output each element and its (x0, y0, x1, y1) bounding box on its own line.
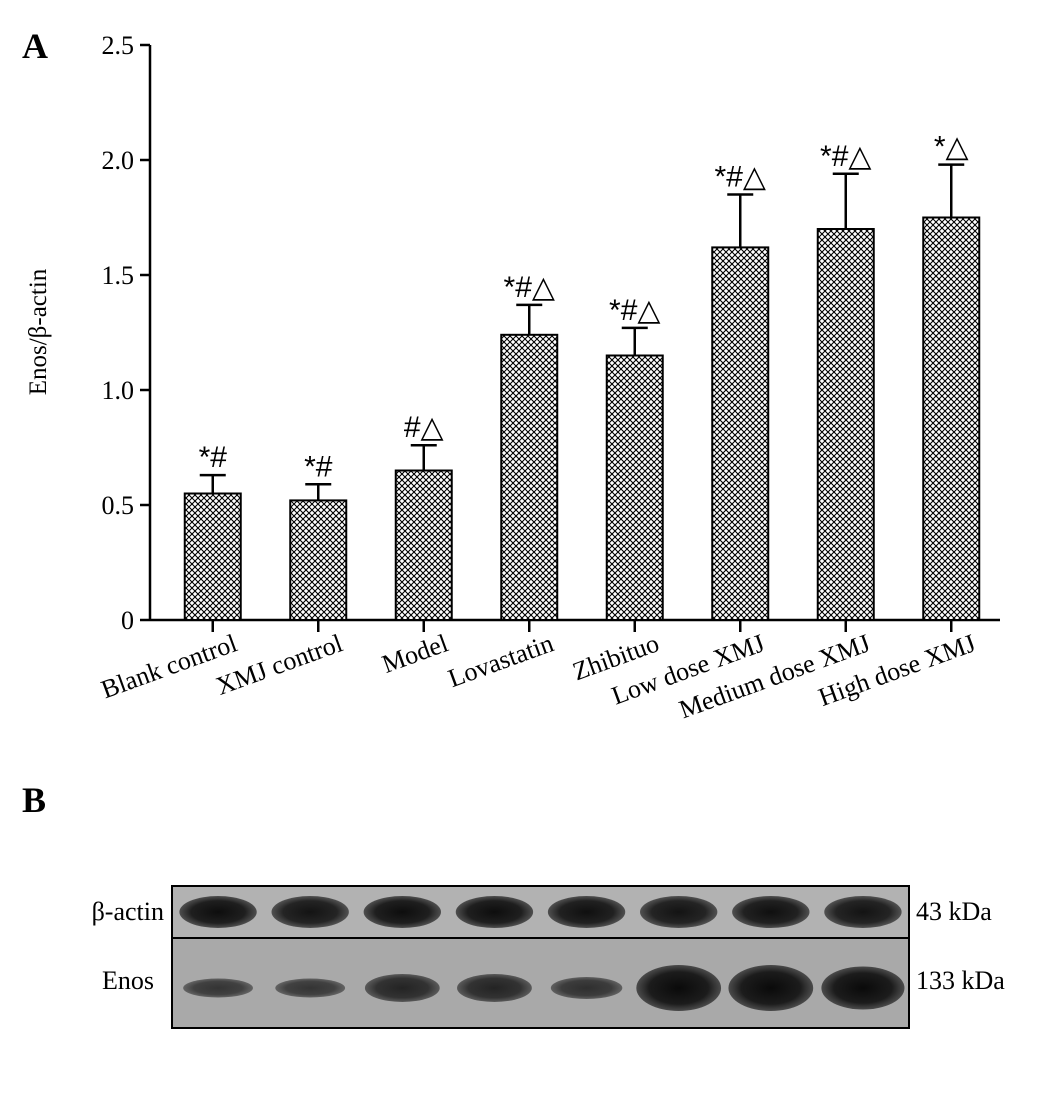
blot-band (547, 896, 626, 928)
x-tick-label: Lovastatin (444, 628, 557, 693)
y-ticks: 0 0.5 1.0 1.5 2.0 2.5 (102, 31, 150, 635)
blot-band (821, 966, 905, 1010)
y-tick-label: 2.0 (102, 146, 135, 175)
y-tick-label: 1.0 (102, 376, 135, 405)
panel-b-label: B (22, 780, 46, 820)
blot-band (636, 965, 722, 1011)
bar (711, 246, 770, 621)
blot-band (275, 978, 346, 998)
y-tick-label: 2.5 (102, 31, 135, 60)
blot-band (457, 974, 532, 1002)
y-tick-label: 1.5 (102, 261, 135, 290)
bar (500, 333, 559, 621)
blot-band (824, 896, 902, 928)
blot-band (455, 896, 534, 928)
blot-label-actin: β-actin (92, 897, 164, 926)
blot-band (271, 896, 349, 928)
blot-kda-actin: 43 kDa (916, 897, 992, 926)
bar (183, 492, 242, 621)
blot-band (639, 896, 718, 928)
significance-label: #△ (404, 411, 444, 444)
significance-label: *△ (934, 131, 969, 164)
significance-label: *#△ (715, 161, 766, 194)
y-tick-label: 0.5 (102, 491, 135, 520)
blot-band (550, 977, 623, 999)
bars: *# *# #△ *#△ *#△ *#△ *#△ *△ (183, 131, 981, 621)
bar (922, 216, 981, 621)
bar (605, 354, 664, 621)
y-tick-label: 0 (121, 606, 134, 635)
significance-label: *#△ (504, 271, 555, 304)
bar-chart: Enos/β-actin 00.51.01.52.02.5 *# *##△*#△*… (25, 31, 1000, 724)
blot-label-enos: Enos (102, 966, 154, 995)
panel-a-label: A (22, 26, 48, 66)
bar (816, 228, 875, 621)
blot-bands (179, 896, 905, 1011)
blot-kda-enos: 133 kDa (916, 966, 1005, 995)
blot-band (179, 896, 257, 928)
significance-label: *#△ (609, 294, 660, 327)
western-blot: β-actin Enos 43 kDa 133 kDa (92, 885, 1005, 1029)
significance-label: *#△ (820, 140, 871, 173)
significance-label: *# (199, 441, 228, 474)
significance-label: *# (304, 450, 333, 483)
bar (289, 499, 348, 621)
x-tick-label: Model (378, 628, 452, 678)
blot-band (728, 965, 814, 1011)
blot-band (183, 978, 253, 998)
bar (394, 469, 453, 621)
blot-band (732, 896, 810, 928)
blot-band (363, 896, 442, 928)
y-axis-label: Enos/β-actin (25, 268, 52, 395)
blot-band (364, 974, 440, 1002)
